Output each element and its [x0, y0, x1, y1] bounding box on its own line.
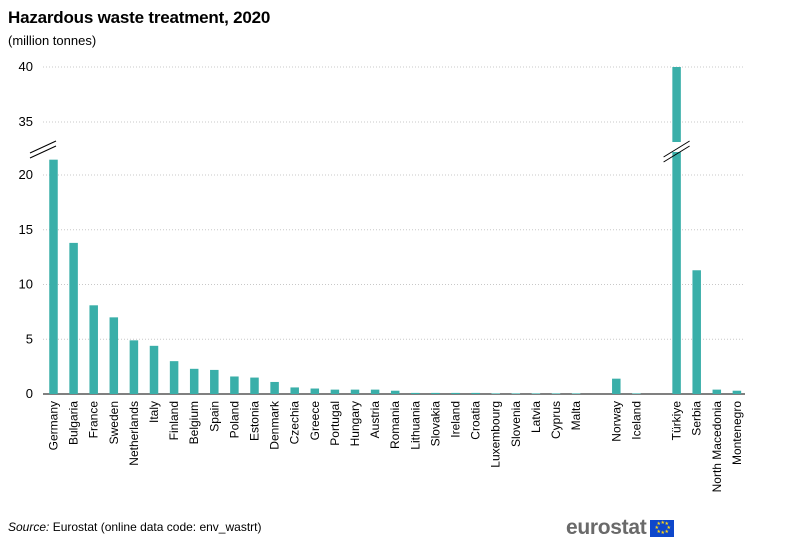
x-tick-label: Lithuania	[408, 401, 422, 450]
bar-sweden	[109, 317, 119, 394]
x-tick-label: Germany	[47, 401, 61, 450]
bar-greece	[310, 388, 320, 394]
x-tick-label: Bulgaria	[67, 401, 81, 445]
x-tick-label: Estonia	[248, 401, 262, 441]
bar-slovakia	[431, 392, 440, 394]
x-tick-label: Finland	[167, 401, 181, 440]
x-tick-label: Latvia	[529, 401, 543, 433]
bar-portugal	[330, 389, 340, 394]
y-tick-label: 5	[26, 331, 33, 346]
x-tick-label: Spain	[207, 401, 221, 432]
x-tick-label: Austria	[368, 401, 382, 439]
bar-latvia	[531, 393, 541, 394]
x-tick-label: North Macedonia	[710, 401, 724, 493]
bar-break-mark	[663, 140, 690, 158]
eurostat-logo: eurostat ★ ★ ★ ★ ★ ★ ★ ★	[566, 516, 675, 540]
x-tick-label: Denmark	[268, 400, 282, 450]
axis-break-mark	[29, 145, 57, 159]
x-tick-label: Luxembourg	[489, 401, 503, 468]
x-tick-label: Italy	[147, 401, 161, 423]
x-tick-label: Portugal	[328, 401, 342, 446]
x-tick-label: Montenegro	[730, 401, 744, 465]
x-tick-label: Poland	[227, 401, 241, 438]
source-label: Source:	[8, 520, 50, 534]
bar-germany	[49, 159, 58, 394]
x-tick-label: Netherlands	[127, 401, 141, 466]
bar-lithuania	[411, 392, 420, 394]
bar-belgium	[189, 368, 199, 394]
bar-iceland	[632, 393, 641, 394]
x-tick-label: Sweden	[107, 401, 121, 444]
bar-cyprus	[551, 393, 561, 394]
x-tick-label: Türkiye	[670, 401, 684, 441]
bar-luxembourg	[491, 393, 500, 394]
bar-t-rkiye	[672, 67, 681, 394]
eu-flag-icon: ★ ★ ★ ★ ★ ★ ★ ★	[650, 519, 675, 537]
bar-croatia	[471, 392, 480, 394]
y-tick-label: 0	[26, 386, 33, 401]
bar-bulgaria	[69, 242, 78, 394]
y-tick-label: 40	[19, 59, 33, 74]
axis-break-mark	[29, 140, 57, 154]
bar-break-mark	[663, 145, 690, 163]
eurostat-logo-text: eurostat	[566, 516, 647, 539]
source-note: Source: Eurostat (online data code: env_…	[8, 520, 261, 534]
x-tick-label: Serbia	[690, 401, 704, 436]
bar-denmark	[270, 381, 279, 394]
x-tick-label: Cyprus	[549, 401, 563, 439]
x-tick-label: Norway	[609, 401, 623, 442]
bar-czechia	[290, 387, 299, 394]
y-tick-label: 15	[19, 222, 33, 237]
x-tick-label: Slovakia	[428, 401, 442, 447]
bar-finland	[169, 361, 179, 394]
bar-poland	[230, 376, 239, 394]
bar-north-macedonia	[712, 389, 722, 394]
x-tick-label: Ireland	[449, 401, 463, 438]
x-tick-label: Belgium	[187, 401, 201, 444]
x-tick-label: France	[87, 401, 101, 439]
x-tick-label: Slovenia	[509, 401, 523, 447]
bar-montenegro	[732, 390, 742, 394]
bar-france	[89, 305, 98, 394]
x-tick-label: Malta	[569, 401, 583, 431]
bar-romania	[390, 390, 400, 394]
chart-title: Hazardous waste treatment, 2020	[8, 8, 271, 27]
x-tick-label: Czechia	[288, 401, 302, 445]
bar-norway	[612, 378, 621, 394]
bar-serbia	[692, 270, 701, 394]
source-text: Eurostat (online data code: env_wastrt)	[49, 520, 262, 534]
bar-italy	[149, 345, 159, 394]
x-tick-label: Iceland	[629, 401, 643, 440]
x-tick-label: Hungary	[348, 401, 362, 446]
y-tick-label: 20	[19, 167, 33, 182]
bar-ireland	[451, 392, 460, 394]
bar-malta	[571, 393, 581, 394]
x-tick-label: Romania	[388, 401, 402, 449]
chart-subtitle: (million tonnes)	[8, 33, 97, 48]
bar-netherlands	[129, 340, 139, 394]
bar-austria	[370, 389, 380, 394]
x-tick-label: Croatia	[469, 401, 483, 440]
y-tick-label: 35	[19, 114, 33, 129]
bar-slovenia	[511, 393, 521, 394]
bar-break-gap	[668, 142, 685, 152]
bar-hungary	[350, 389, 360, 394]
bar-chart: 0 5 10 15 20 35 40 Germany Bulgaria France Sweden N…	[19, 59, 745, 493]
bar-spain	[210, 369, 219, 394]
y-tick-label: 10	[19, 277, 33, 292]
x-tick-label: Greece	[308, 401, 322, 441]
bar-estonia	[250, 377, 259, 394]
